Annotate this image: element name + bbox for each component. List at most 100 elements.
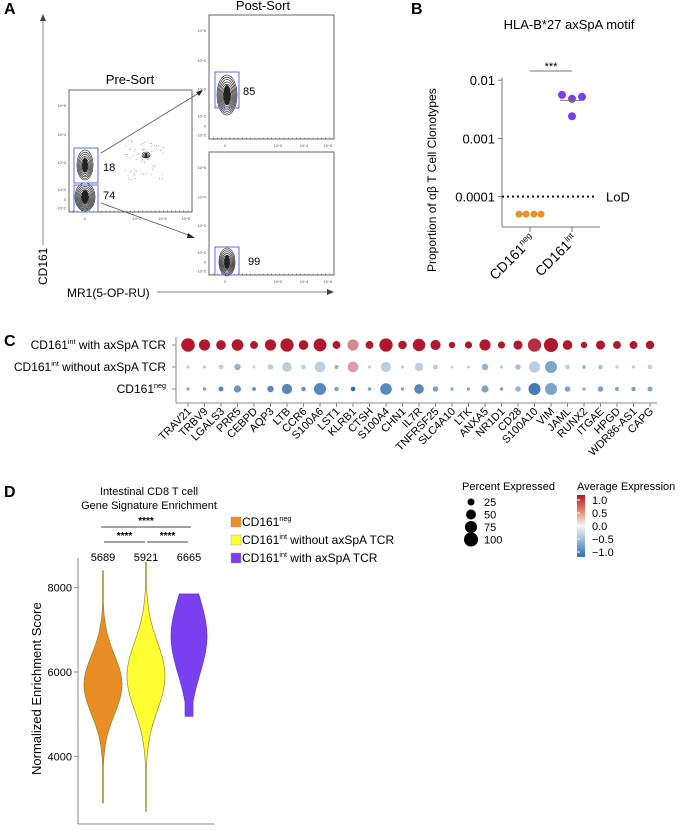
pre-sort-ticks: 0 10^3 10^4 10^5 -10^2 0 10^2 10^3 10^4 10^5 — [56, 103, 191, 221]
event-dot — [131, 141, 133, 142]
color-legend-label: −0.5 — [592, 534, 614, 546]
y-tick-label: 10^5 — [197, 165, 206, 170]
event-dot — [158, 145, 160, 147]
legend-label-2-rest: with axSpA TCR — [287, 551, 378, 565]
panel-label-b: B — [411, 1, 423, 18]
arrow-head-up-icon — [40, 14, 46, 21]
dot-LGALS3 — [216, 340, 226, 350]
event-dot — [161, 174, 163, 175]
y-tick-label: 10^3 — [57, 160, 66, 165]
x-tick-label: 0 — [84, 216, 87, 221]
y-tick-label: 4000 — [48, 751, 72, 763]
dot-TRAV21 — [186, 365, 190, 369]
dot-CTSH — [367, 387, 372, 391]
event-dot — [124, 153, 126, 155]
row-label-1-sup: int — [51, 359, 59, 368]
post-sort-title: Post-Sort — [236, 0, 291, 13]
event-dot — [142, 143, 144, 145]
dot-AQP3 — [264, 339, 277, 351]
event-dot — [149, 143, 151, 144]
event-dot — [143, 149, 145, 150]
event-dot — [148, 158, 149, 160]
event-dot — [162, 147, 164, 148]
event-dot — [135, 170, 137, 172]
panel-d-y-ticks: 4000 6000 8000 — [48, 583, 78, 763]
gate-post-neg[interactable] — [214, 246, 240, 276]
y-tick-label: 10^3 — [197, 86, 206, 91]
dot-LST1 — [332, 341, 341, 349]
y-tick-label: 0.001 — [462, 131, 495, 146]
panel-b-scatter: HLA-B*27 axSpA motif Proportion of αβ T … — [425, 17, 635, 283]
dot-S100A10 — [527, 338, 542, 352]
dot-NR1D1 — [499, 365, 504, 369]
x-tick-label: 10^3 — [273, 143, 282, 148]
legend-label-1-base: CD161 — [242, 533, 280, 547]
dot-HPGD — [613, 341, 621, 349]
event-dot — [143, 156, 145, 157]
post-sort-int-plot-frame — [208, 14, 335, 140]
panel-label-c: C — [4, 333, 16, 350]
legend-swatch — [230, 534, 242, 546]
legend-label-0-sup: neg — [279, 514, 291, 523]
dot-LTB — [282, 362, 292, 372]
event-dot — [135, 159, 137, 160]
event-dot — [144, 149, 146, 150]
y-tick-label: 10^2 — [197, 114, 206, 119]
event-dot — [142, 159, 143, 161]
y-tick-label: 0.01 — [470, 73, 495, 88]
dot-TNFRSF25 — [430, 339, 441, 351]
dot-TRAV21 — [186, 387, 190, 391]
gate-cd161neg[interactable] — [73, 184, 99, 213]
contour-cd161int — [77, 151, 93, 179]
event-dot — [151, 174, 152, 176]
contour-post-int — [217, 77, 237, 114]
panel-b-y-ticks: 0.0001 0.001 0.01 — [455, 73, 502, 205]
legend-label-0: CD161neg — [242, 514, 291, 529]
gate-post-int[interactable] — [214, 71, 240, 109]
dot-CD28 — [513, 340, 523, 350]
significance-brackets: **** **** **** — [101, 516, 191, 543]
row-label-2: CD161neg — [117, 381, 166, 396]
legend-label-2: CD161int with axSpA TCR — [242, 550, 378, 565]
significance-label: **** — [138, 516, 154, 527]
post-sort-neg-ticks: 0 10^3 10^4 10^5 -10^2 0 10^2 10^3 10^4 10^5 — [196, 165, 333, 284]
dot-NR1D1 — [499, 387, 504, 391]
dot-CD28 — [515, 364, 521, 370]
dot-LGALS3 — [218, 386, 224, 392]
panel-d-violin: Intestinal CD8 T cell Gene Signature Enr… — [29, 486, 394, 825]
median-label: 5921 — [134, 552, 158, 564]
size-legend-dot — [464, 520, 478, 534]
x-axis-label: MR1(5-OP-RU) — [67, 286, 150, 300]
violin-1 — [126, 561, 166, 812]
event-dot — [130, 170, 132, 172]
color-legend-title: Average Expression — [577, 481, 675, 493]
x-tick-label: 0 — [224, 279, 227, 284]
event-dot — [142, 157, 144, 158]
dot-RUNX2 — [580, 341, 588, 349]
average-expression-legend: Average Expression 1.00.50.0−0.5−1.0 — [577, 481, 675, 559]
event-dot — [156, 145, 158, 146]
event-dot — [135, 149, 136, 150]
dot-TNFRSF25 — [433, 364, 438, 370]
x-tick-label: 10^5 — [182, 216, 191, 221]
dot-TNFRSF25 — [432, 386, 439, 392]
gate-cd161int[interactable] — [73, 147, 99, 184]
event-dot — [152, 169, 153, 170]
dot-JAML — [564, 386, 571, 392]
size-legend-dot — [467, 498, 475, 506]
dot-S100A10 — [528, 361, 541, 373]
y-axis-label: CD161 — [36, 247, 50, 285]
data-point-CD161int — [568, 94, 576, 103]
gate-value-85: 85 — [243, 86, 255, 98]
event-dot — [146, 172, 147, 174]
dot-ITGAE — [597, 386, 604, 392]
dot-RUNX2 — [582, 387, 586, 391]
dot-KLRB1 — [350, 386, 356, 392]
data-point-CD161neg — [515, 210, 523, 218]
median-label: 5689 — [91, 552, 115, 564]
size-legend-dot — [464, 532, 478, 547]
sort-arrow-int — [100, 92, 200, 154]
event-dot — [129, 149, 131, 151]
